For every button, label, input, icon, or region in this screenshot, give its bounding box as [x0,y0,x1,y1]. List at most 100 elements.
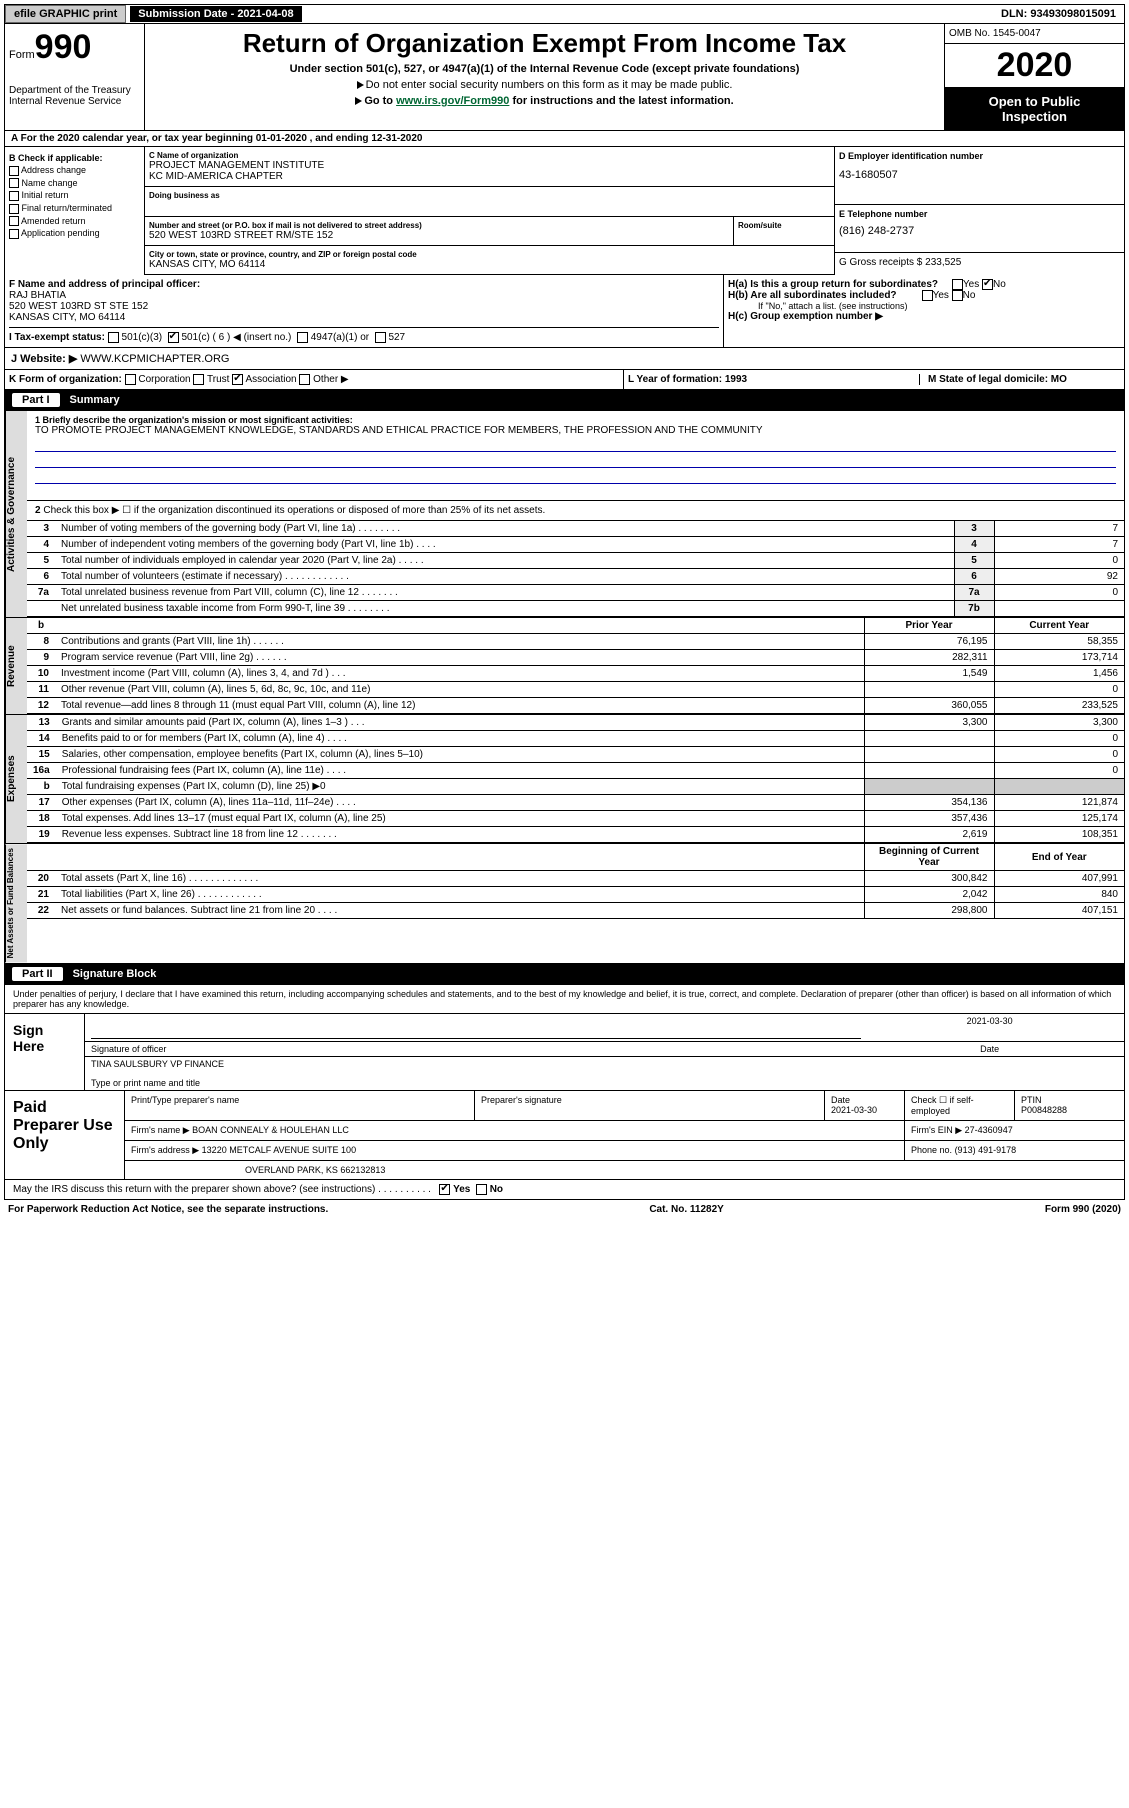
part-2-title: Signature Block [73,968,157,980]
lbl-assoc: Association [245,374,296,385]
line-desc: Program service revenue (Part VIII, line… [55,650,864,666]
row-a-tax-year: A For the 2020 calendar year, or tax yea… [4,131,1125,147]
tel-label: E Telephone number [839,209,1120,219]
hb-label: H(b) Are all subordinates included? [728,290,897,301]
current-year-value: 1,456 [994,666,1124,682]
form-org-label: K Form of organization: [9,374,122,385]
checkbox-501c3[interactable] [108,332,119,343]
pp-ptin: P00848288 [1021,1105,1067,1115]
current-year-value: 0 [994,731,1124,747]
public-line1: Open to Public [989,94,1081,109]
vtab-revenue: Revenue [5,618,27,714]
firm-name-label: Firm's name ▶ [131,1125,190,1135]
phone-label: Phone no. [911,1145,952,1155]
footer-left: For Paperwork Reduction Act Notice, see … [8,1204,328,1215]
prior-year-value [864,747,994,763]
current-year-value: 108,351 [994,827,1124,843]
line-num: 13 [27,715,56,731]
officer-label: F Name and address of principal officer: [9,279,200,290]
arrow-icon [357,81,364,89]
dba-label: Doing business as [149,191,830,200]
hc-label: H(c) Group exemption number ▶ [728,311,883,322]
line-num: 7a [27,585,55,601]
line-num: 8 [27,634,55,650]
line-box: 7b [954,601,994,617]
checkbox-ha-yes[interactable] [952,279,963,290]
checkbox-app-pending[interactable] [9,229,19,239]
lbl-discuss-no: No [490,1184,503,1195]
firm-addr-label: Firm's address ▶ [131,1145,199,1155]
pp-ptin-label: PTIN [1021,1095,1042,1105]
checkbox-trust[interactable] [193,374,204,385]
lbl-yes: Yes [963,279,979,290]
line-desc: Total number of individuals employed in … [55,553,954,569]
prior-year-value [864,682,994,698]
gross-receipts: G Gross receipts $ 233,525 [839,257,1120,268]
prior-year-value: 1,549 [864,666,994,682]
current-year-value: 58,355 [994,634,1124,650]
line-num: 22 [27,903,55,919]
part-2-label: Part II [12,967,63,981]
boy-value: 300,842 [864,871,994,887]
prior-year-value: 354,136 [864,795,994,811]
instruction-2a: Go to [364,95,396,107]
checkbox-527[interactable] [375,332,386,343]
line-desc: Total liabilities (Part X, line 26) . . … [55,887,864,903]
line-desc: Total revenue—add lines 8 through 11 (mu… [55,698,864,714]
checkbox-other[interactable] [299,374,310,385]
lbl-no: No [993,279,1006,290]
eoy-value: 407,991 [994,871,1124,887]
discuss-text: May the IRS discuss this return with the… [13,1184,431,1195]
checkbox-corp[interactable] [125,374,136,385]
sig-name: TINA SAULSBURY VP FINANCE [91,1059,1118,1074]
checkbox-discuss-yes[interactable] [439,1184,450,1195]
checkbox-501c[interactable] [168,332,179,343]
line-desc: Net assets or fund balances. Subtract li… [55,903,864,919]
lbl-no: No [963,290,976,301]
current-year-value [994,779,1124,795]
line-desc: Number of voting members of the governin… [55,521,954,537]
line-box: 3 [954,521,994,537]
current-year-value: 3,300 [994,715,1124,731]
eoy-value: 840 [994,887,1124,903]
line-num: 9 [27,650,55,666]
line-desc: Number of independent voting members of … [55,537,954,553]
line-num: 11 [27,682,55,698]
room-label: Room/suite [738,221,830,230]
vtab-expenses: Expenses [5,715,27,843]
checkbox-address-change[interactable] [9,166,19,176]
org-name-label: C Name of organization [149,151,830,160]
line-num: 12 [27,698,55,714]
instruction-2b: for instructions and the latest informat… [509,95,733,107]
checkbox-ha-no[interactable] [982,279,993,290]
prior-year-value: 3,300 [864,715,994,731]
pp-check-label: Check ☐ if self-employed [904,1091,1014,1120]
line-num: 18 [27,811,56,827]
ha-label: H(a) Is this a group return for subordin… [728,279,938,290]
current-year-value: 0 [994,682,1124,698]
irs-link[interactable]: www.irs.gov/Form990 [396,95,509,107]
lbl-trust: Trust [207,374,229,385]
checkbox-final-return[interactable] [9,204,19,214]
current-year-value: 0 [994,747,1124,763]
dept-treasury: Department of the Treasury [9,85,140,96]
lbl-527: 527 [388,332,405,343]
line-box: 7a [954,585,994,601]
checkbox-hb-yes[interactable] [922,290,933,301]
checkbox-initial-return[interactable] [9,191,19,201]
checkbox-discuss-no[interactable] [476,1184,487,1195]
boy-value: 298,800 [864,903,994,919]
line-desc: Other expenses (Part IX, column (A), lin… [56,795,864,811]
line-desc: Revenue less expenses. Subtract line 18 … [56,827,864,843]
checkbox-assoc[interactable] [232,374,243,385]
ein-label: D Employer identification number [839,151,1120,161]
checkbox-amended[interactable] [9,216,19,226]
checkbox-name-change[interactable] [9,178,19,188]
omb-number: OMB No. 1545-0047 [945,24,1124,44]
prior-year-value [864,779,994,795]
efile-button[interactable]: efile GRAPHIC print [5,5,126,23]
checkbox-hb-no[interactable] [952,290,963,301]
line-value [994,601,1124,617]
checkbox-4947[interactable] [297,332,308,343]
col-b-checkboxes: B Check if applicable: Address change Na… [5,147,145,275]
